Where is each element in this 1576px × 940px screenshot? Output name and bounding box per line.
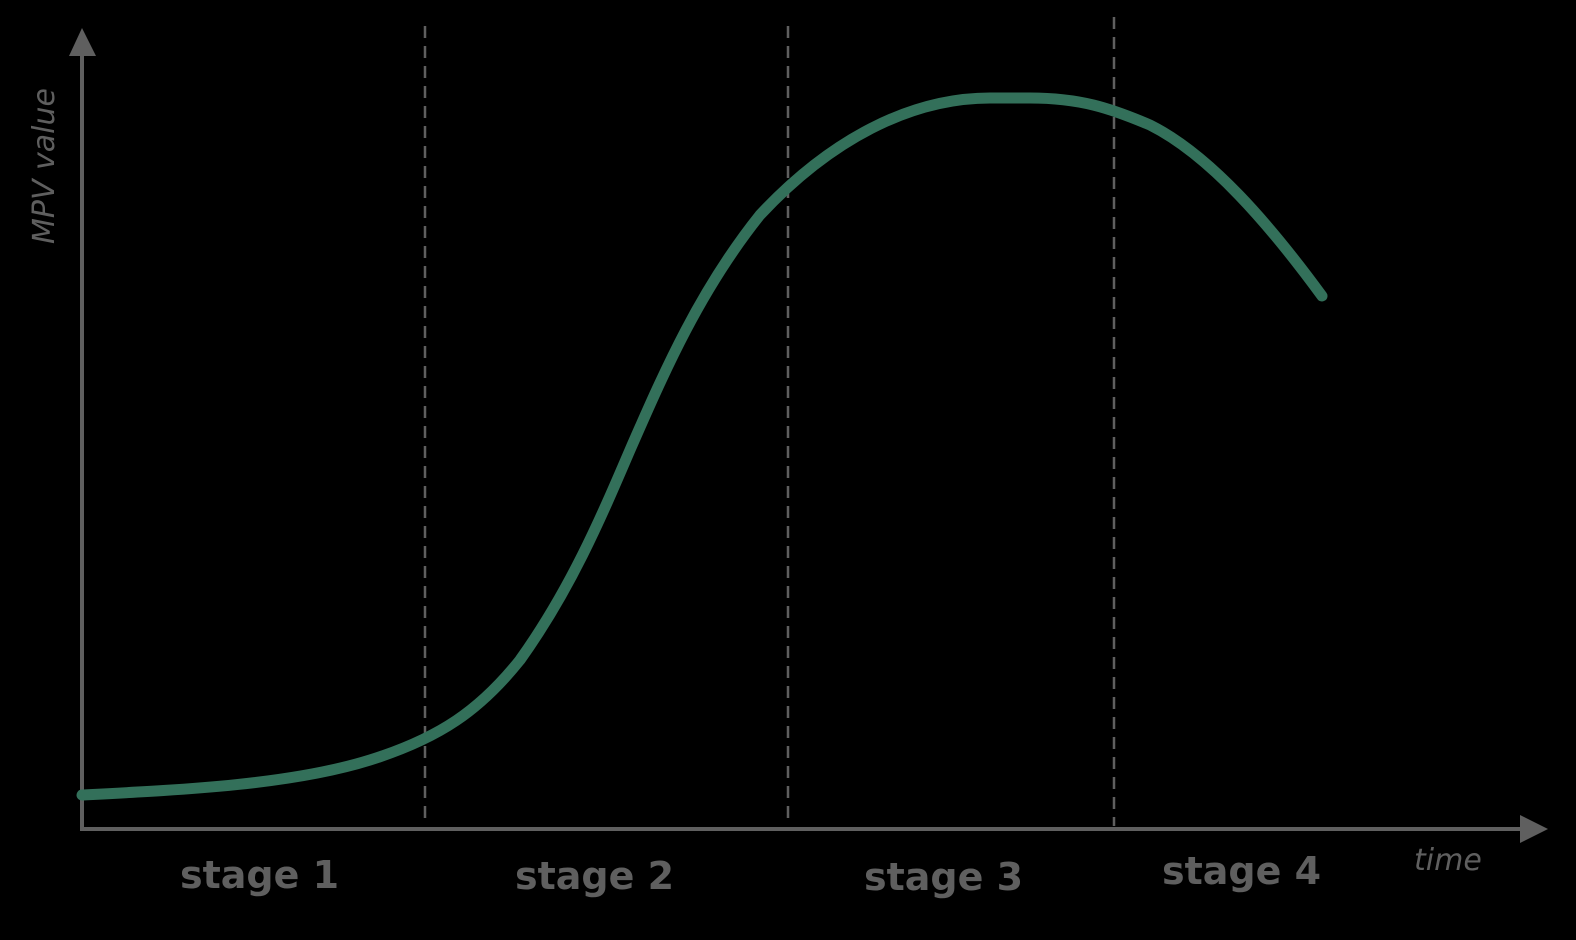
x-axis-arrow-icon	[1520, 815, 1548, 843]
y-axis-label: MPV value	[27, 88, 62, 244]
x-axis-label: time	[1414, 843, 1482, 878]
stage-label-1: stage 1	[180, 853, 339, 897]
mpv-curve	[76, 92, 1328, 801]
stage-label-4: stage 4	[1162, 849, 1321, 893]
stage-label-3: stage 3	[864, 855, 1023, 899]
stage-label-2: stage 2	[515, 854, 674, 898]
y-axis-arrow-icon	[69, 28, 96, 56]
